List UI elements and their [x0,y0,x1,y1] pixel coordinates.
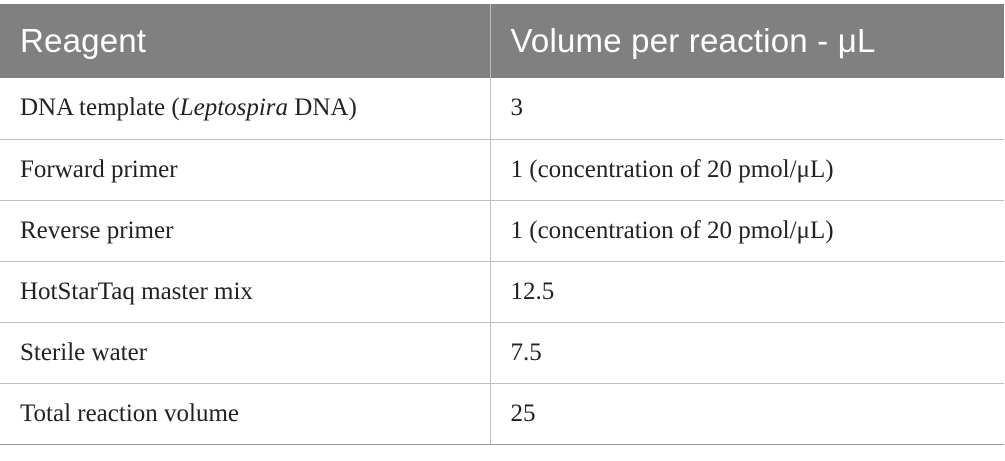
reagent-cell: Sterile water [0,321,491,384]
header-volume: Volume per reaction - μL [489,4,1004,78]
reagent-cell: Reverse primer [0,199,491,262]
reagent-cell: Forward primer [0,138,491,201]
reagent-text-suffix: DNA) [288,94,357,122]
table-row: DNA template (Leptospira DNA) 3 [0,78,1004,140]
table-row: Sterile water 7.5 [0,321,1004,384]
reagent-cell: HotStarTaq master mix [0,260,491,323]
table-row: Reverse primer 1 (concentration of 20 pm… [0,199,1004,262]
volume-cell: 3 [489,78,1004,140]
volume-cell: 1 (concentration of 20 pmol/μL) [489,199,1004,262]
volume-cell: 25 [489,382,1004,445]
reagent-table-container: Reagent Volume per reaction - μL DNA tem… [0,4,1004,445]
header-reagent: Reagent [0,4,491,78]
reagent-text-italic: Leptospira [179,94,289,122]
header-row: Reagent Volume per reaction - μL [0,4,1004,78]
reagent-cell: DNA template (Leptospira DNA) [0,78,491,140]
reagent-cell: Total reaction volume [0,382,491,445]
table-row: Total reaction volume 25 [0,382,1004,445]
volume-cell: 12.5 [489,260,1004,323]
volume-cell: 1 (concentration of 20 pmol/μL) [489,138,1004,201]
reagent-table: Reagent Volume per reaction - μL DNA tem… [0,4,1004,445]
reagent-text-prefix: DNA template ( [20,94,180,122]
table-row: HotStarTaq master mix 12.5 [0,260,1004,323]
table-row: Forward primer 1 (concentration of 20 pm… [0,138,1004,201]
volume-cell: 7.5 [489,321,1004,384]
